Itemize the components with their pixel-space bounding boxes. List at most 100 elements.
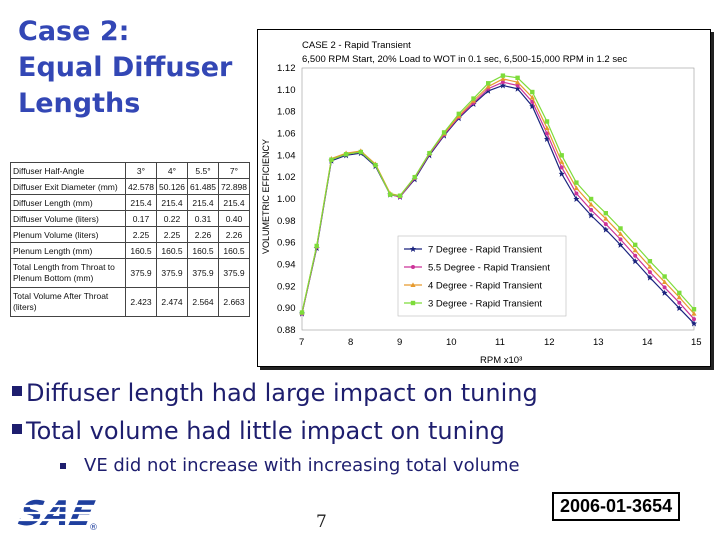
data-point bbox=[662, 279, 668, 284]
y-tick-label: 0.88 bbox=[277, 325, 296, 336]
legend-swatch-marker bbox=[410, 246, 416, 252]
x-tick-label: 14 bbox=[642, 337, 653, 348]
data-point bbox=[329, 157, 334, 162]
series-line bbox=[301, 78, 695, 315]
spec-cell: 5.5° bbox=[187, 162, 219, 179]
spec-cell: 2.26 bbox=[218, 226, 250, 243]
x-tick-label: 8 bbox=[348, 337, 353, 348]
legend-swatch-marker bbox=[411, 265, 415, 269]
slide-title: Case 2: Equal Diffuser Lengths bbox=[18, 14, 258, 122]
legend-entry: 3 Degree - Rapid Transient bbox=[428, 299, 542, 310]
y-tick-label: 1.08 bbox=[277, 107, 296, 118]
data-point bbox=[632, 258, 639, 265]
spec-cell: 160.5 bbox=[218, 242, 250, 259]
data-point bbox=[471, 96, 476, 101]
data-point bbox=[358, 149, 363, 155]
spec-cell: 2.26 bbox=[187, 226, 219, 243]
spec-cell: 50.126 bbox=[156, 178, 188, 195]
data-point bbox=[485, 83, 491, 89]
data-point bbox=[691, 320, 697, 327]
data-point bbox=[573, 185, 579, 191]
bullet-marker bbox=[12, 424, 22, 434]
data-point bbox=[500, 73, 506, 78]
data-point bbox=[500, 80, 505, 85]
y-tick-label: 1.10 bbox=[277, 85, 296, 96]
ve-chart: CASE 2 - Rapid Transient 6,500 RPM Start,… bbox=[257, 29, 711, 367]
data-point bbox=[485, 87, 492, 94]
y-tick-label: 1.06 bbox=[277, 129, 296, 140]
data-point bbox=[617, 231, 624, 236]
y-tick-label: 0.96 bbox=[277, 238, 296, 249]
bullet-item-1-text: Diffuser length had large impact on tuni… bbox=[26, 379, 538, 407]
data-point bbox=[588, 212, 595, 219]
y-tick-label: 1.00 bbox=[277, 194, 296, 205]
data-point bbox=[397, 193, 403, 198]
data-point bbox=[515, 83, 520, 88]
data-point bbox=[662, 274, 667, 279]
y-tick-label: 1.12 bbox=[277, 63, 296, 74]
legend-entry: 5.5 Degree - Rapid Transient bbox=[428, 263, 550, 274]
data-point bbox=[343, 152, 349, 157]
y-tick-label: 0.94 bbox=[277, 260, 296, 271]
data-point bbox=[692, 317, 696, 322]
sub-bullet-marker bbox=[60, 463, 66, 469]
data-point bbox=[544, 119, 550, 124]
spec-cell: 0.40 bbox=[218, 210, 250, 227]
data-point bbox=[441, 130, 447, 135]
data-point bbox=[515, 75, 520, 81]
spec-cell: 0.31 bbox=[187, 210, 219, 227]
data-point bbox=[602, 226, 609, 233]
data-point bbox=[299, 310, 305, 315]
spec-row-label: Plenum Volume (liters) bbox=[10, 226, 126, 243]
spec-cell: 72.898 bbox=[218, 178, 250, 195]
spec-cell: 375.9 bbox=[156, 258, 188, 288]
data-point bbox=[676, 305, 683, 312]
y-axis-label: VOLUMETRIC EFFICIENCY bbox=[261, 139, 271, 254]
bullet-list: Diffuser length had large impact on tuni… bbox=[12, 374, 712, 482]
spec-row-label: Plenum Length (mm) bbox=[10, 242, 126, 259]
data-point bbox=[662, 285, 667, 290]
data-point bbox=[691, 311, 697, 316]
data-point bbox=[617, 241, 624, 248]
data-point bbox=[647, 264, 653, 269]
spec-row: Diffuser Half-Angle 3° 4° 5.5° 7° bbox=[10, 162, 250, 179]
x-tick-label: 9 bbox=[397, 337, 402, 348]
data-point bbox=[544, 125, 550, 131]
spec-cell: 3° bbox=[125, 162, 157, 179]
data-point bbox=[499, 82, 506, 89]
ve-chart-svg: CASE 2 - Rapid Transient 6,500 RPM Start,… bbox=[261, 40, 702, 366]
data-point bbox=[412, 174, 417, 180]
data-point bbox=[691, 307, 697, 312]
data-point bbox=[677, 300, 682, 305]
page-number: 7 bbox=[316, 512, 327, 532]
spec-row: Plenum Length (mm) 160.5 160.5 160.5 160.5 bbox=[10, 242, 250, 259]
spec-cell: 375.9 bbox=[218, 258, 250, 288]
data-point bbox=[515, 79, 521, 85]
spec-cell: 4° bbox=[156, 162, 188, 179]
data-point bbox=[677, 290, 682, 296]
bullet-item-2: Total volume had little impact on tuning bbox=[12, 412, 712, 450]
data-point bbox=[574, 191, 579, 196]
spec-cell: 2.25 bbox=[125, 226, 157, 243]
data-point bbox=[427, 150, 432, 156]
x-tick-label: 12 bbox=[544, 337, 555, 348]
x-axis-label: RPM x10³ bbox=[480, 355, 522, 366]
spec-row: Diffuser Exit Diameter (mm) 42.578 50.126 6… bbox=[10, 178, 250, 195]
spec-row-label: Diffuser Half-Angle bbox=[10, 162, 126, 179]
data-point bbox=[603, 222, 608, 227]
sub-bullet-item-1: VE did not increase with increasing tota… bbox=[60, 450, 712, 482]
bullet-item-2-text: Total volume had little impact on tuning bbox=[26, 417, 505, 445]
x-tick-label: 7 bbox=[299, 337, 304, 348]
data-point bbox=[544, 135, 550, 142]
spec-row-label: Diffuser Volume (liters) bbox=[10, 210, 126, 227]
spec-cell: 375.9 bbox=[187, 258, 219, 288]
data-point bbox=[514, 85, 521, 92]
spec-cell: 2.564 bbox=[187, 287, 219, 317]
data-point bbox=[314, 243, 319, 249]
paper-id-label: 2006-01-3654 bbox=[552, 492, 681, 521]
legend-entry: 7 Degree - Rapid Transient bbox=[428, 245, 542, 256]
x-tick-label: 11 bbox=[495, 337, 505, 348]
spec-cell: 0.22 bbox=[156, 210, 188, 227]
diffuser-spec-table: Diffuser Half-Angle 3° 4° 5.5° 7° Diffuser Ex… bbox=[10, 162, 250, 317]
data-point bbox=[588, 201, 594, 207]
